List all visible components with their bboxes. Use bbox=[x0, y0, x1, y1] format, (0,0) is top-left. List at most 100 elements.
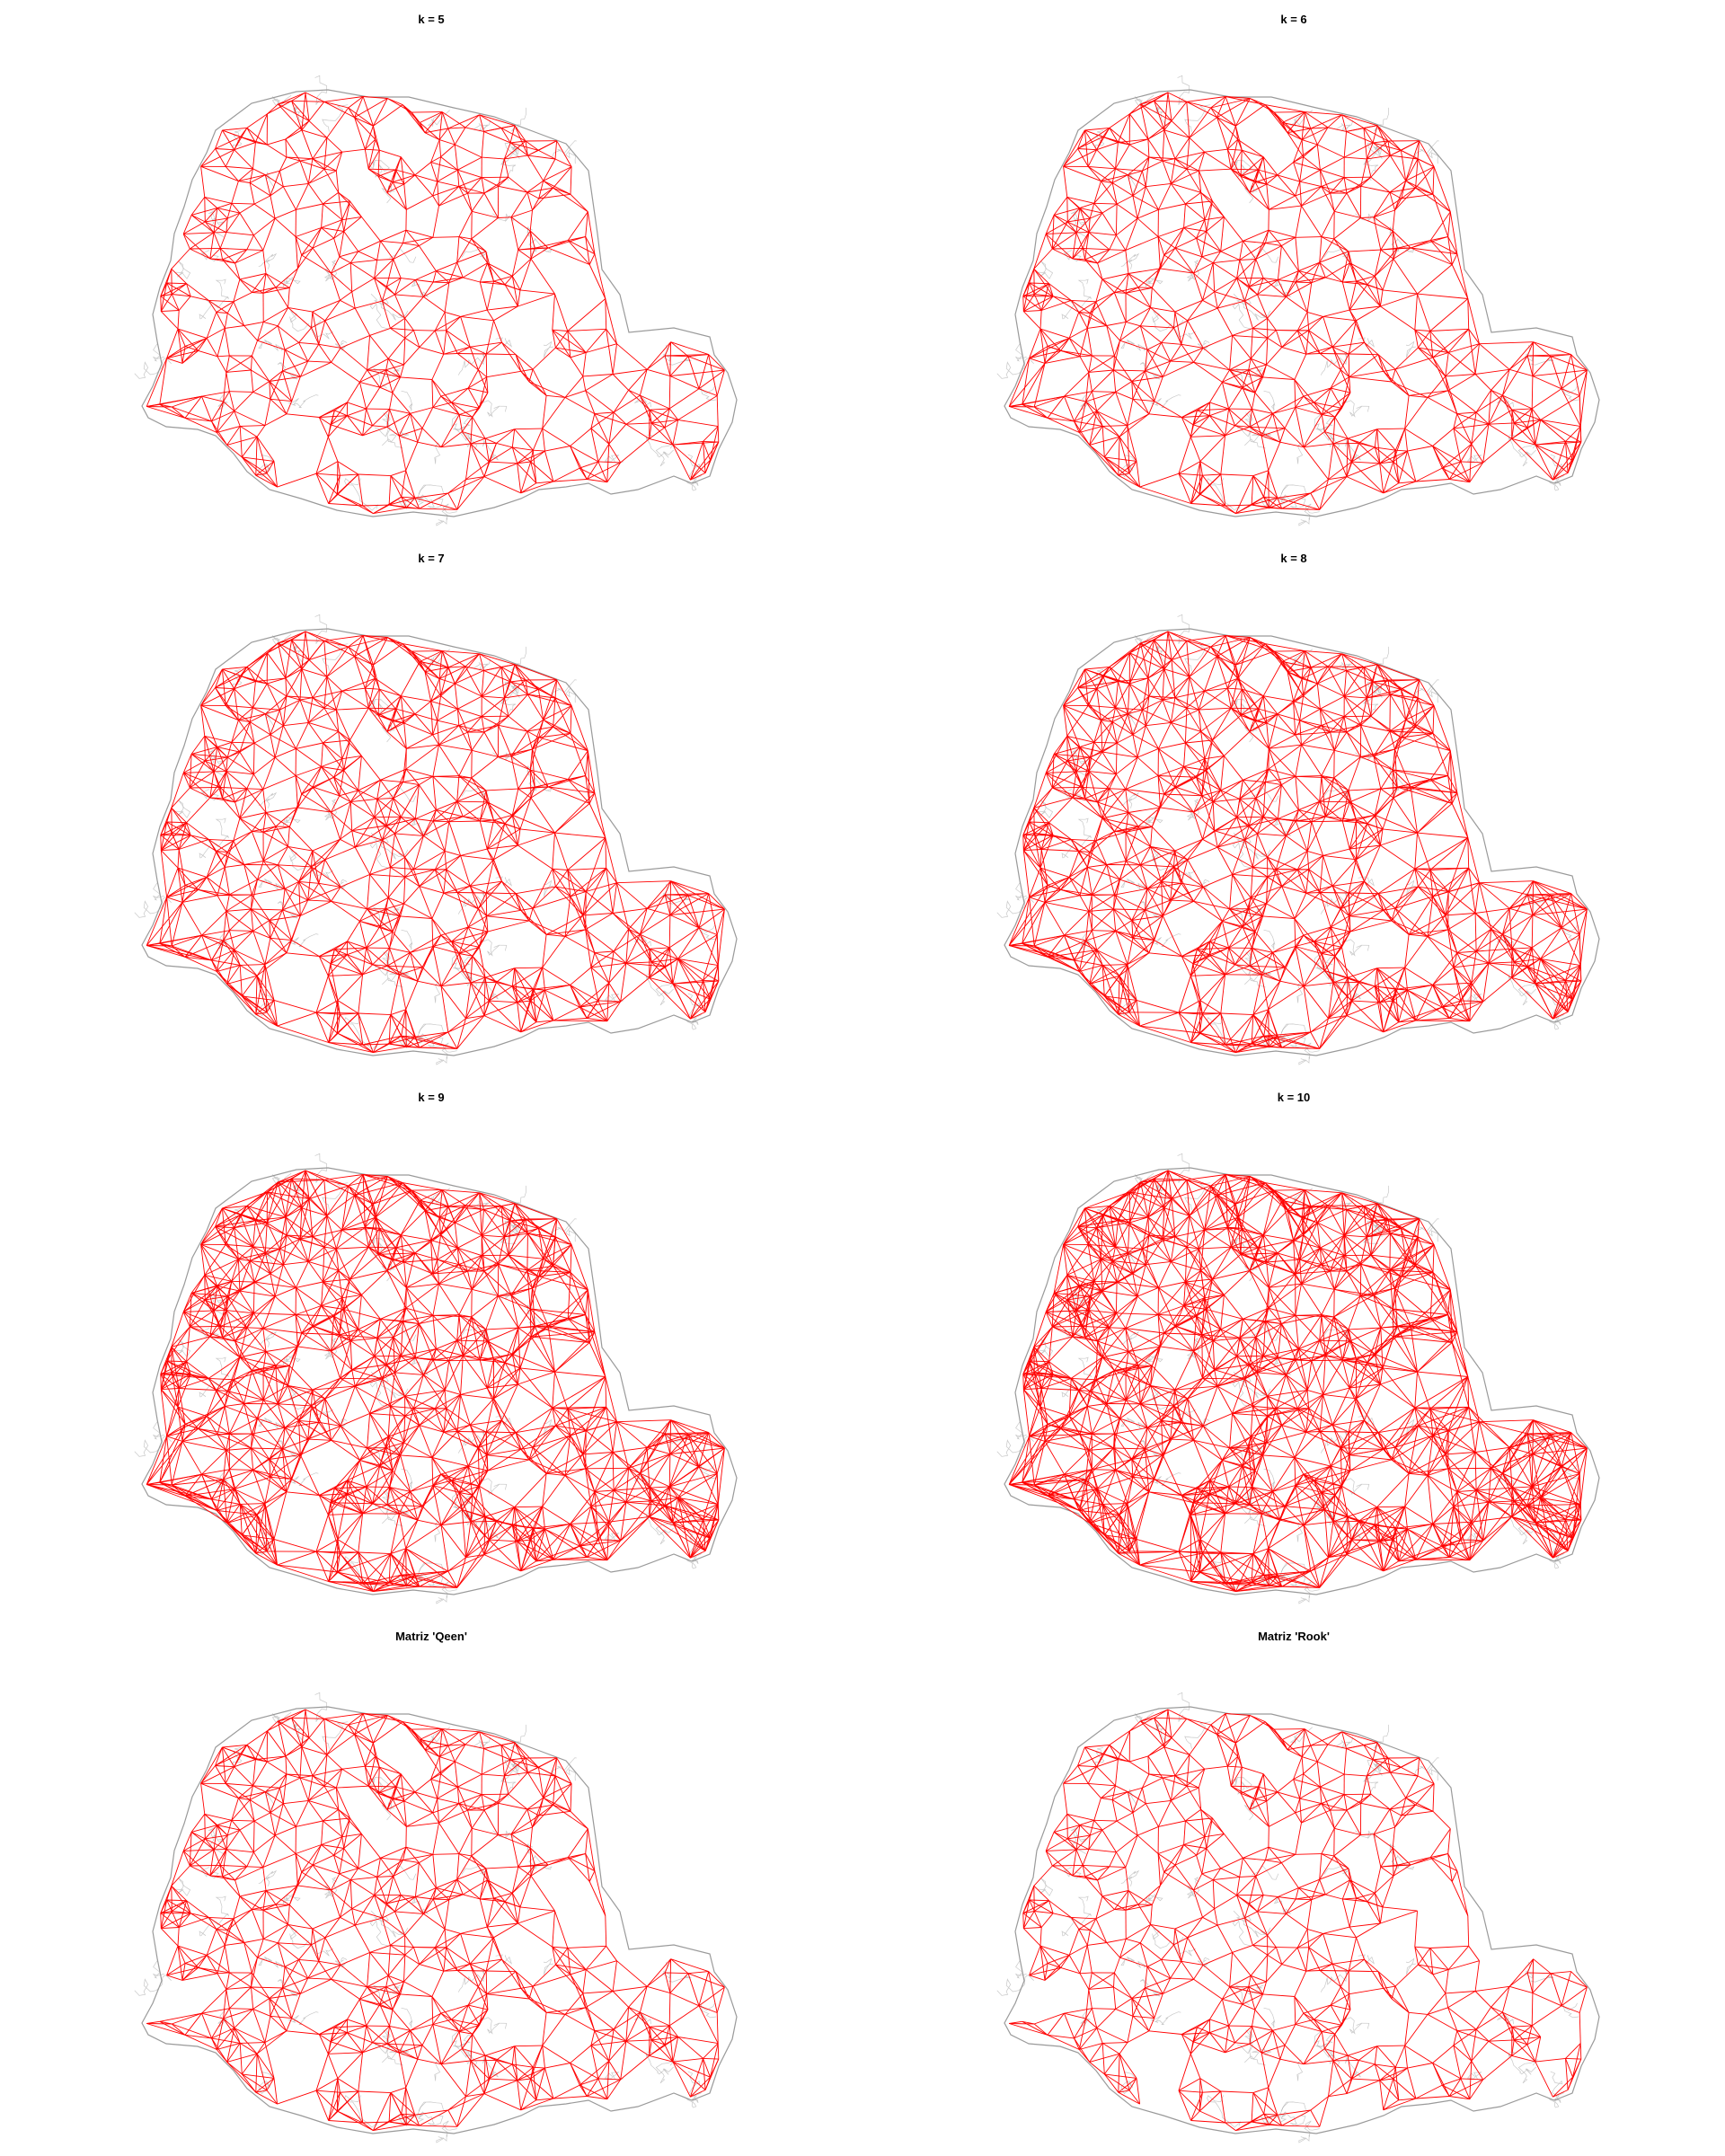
network-link bbox=[216, 851, 226, 868]
network-link bbox=[1308, 330, 1321, 354]
network-link bbox=[369, 866, 391, 875]
network-link bbox=[1185, 742, 1206, 760]
network-link bbox=[1295, 270, 1299, 283]
network-link bbox=[514, 968, 532, 1002]
network-link bbox=[1447, 929, 1458, 953]
network-link bbox=[240, 652, 268, 676]
network-link bbox=[1204, 216, 1225, 221]
network-link bbox=[225, 149, 235, 167]
network-link bbox=[498, 725, 512, 756]
network-link bbox=[567, 870, 584, 916]
network-link bbox=[1125, 307, 1151, 323]
network-link bbox=[1190, 437, 1201, 462]
network-link bbox=[1224, 731, 1251, 756]
network-link bbox=[223, 940, 235, 950]
network-link bbox=[389, 408, 411, 414]
network-link bbox=[1491, 389, 1513, 411]
network-link bbox=[341, 758, 345, 771]
network-link bbox=[242, 995, 275, 1001]
network-link bbox=[211, 959, 241, 966]
network-link bbox=[1137, 208, 1159, 219]
network-link bbox=[456, 775, 460, 802]
network-link bbox=[321, 227, 334, 239]
network-link bbox=[1324, 408, 1342, 432]
network-link bbox=[1277, 279, 1287, 297]
network-link bbox=[1214, 830, 1218, 848]
network-link bbox=[1261, 975, 1269, 1010]
network-link bbox=[1097, 789, 1126, 803]
network-link bbox=[270, 734, 296, 749]
network-link bbox=[243, 321, 264, 326]
network-link bbox=[451, 941, 463, 971]
network-link bbox=[1157, 722, 1172, 749]
network-link bbox=[440, 695, 458, 710]
network-link bbox=[400, 156, 405, 185]
network-link bbox=[246, 249, 263, 252]
network-link bbox=[440, 144, 456, 157]
network-link bbox=[1281, 236, 1296, 246]
network-link bbox=[1277, 713, 1296, 736]
network-link bbox=[546, 929, 586, 935]
network-link bbox=[358, 790, 377, 800]
network-link bbox=[239, 817, 264, 833]
network-link bbox=[1479, 343, 1510, 370]
network-link bbox=[508, 715, 528, 732]
network-link bbox=[448, 820, 481, 823]
network-link bbox=[358, 473, 364, 507]
municipal-boundaries bbox=[134, 614, 717, 1065]
network-link bbox=[1287, 671, 1318, 685]
network-link bbox=[431, 918, 452, 942]
network-link bbox=[1148, 695, 1175, 699]
network-link bbox=[458, 953, 463, 971]
network-link bbox=[1235, 507, 1269, 515]
network-link bbox=[1332, 885, 1349, 894]
network-link bbox=[1367, 155, 1391, 160]
network-link bbox=[1077, 681, 1119, 688]
network-link bbox=[1294, 379, 1305, 397]
network-link bbox=[335, 171, 340, 193]
network-link bbox=[216, 312, 228, 314]
network-link bbox=[318, 956, 329, 976]
network-link bbox=[1101, 720, 1113, 722]
network-link bbox=[278, 642, 310, 660]
network-link bbox=[347, 415, 363, 437]
network-link bbox=[256, 437, 268, 474]
network-link bbox=[527, 155, 556, 160]
network-link bbox=[1033, 808, 1035, 834]
network-link bbox=[1132, 398, 1150, 415]
network-link bbox=[1171, 659, 1176, 698]
network-link bbox=[533, 449, 545, 452]
network-link bbox=[377, 695, 402, 716]
network-link bbox=[389, 915, 402, 949]
network-link bbox=[1066, 197, 1091, 219]
network-link bbox=[401, 817, 416, 819]
network-link bbox=[1162, 160, 1172, 184]
network-link bbox=[463, 816, 481, 822]
network-link bbox=[677, 927, 700, 959]
network-link bbox=[1160, 247, 1176, 270]
network-link bbox=[386, 731, 407, 749]
network-link bbox=[1127, 425, 1137, 462]
network-link bbox=[456, 262, 464, 278]
network-link bbox=[538, 187, 553, 199]
network-link bbox=[1343, 716, 1348, 733]
network-link bbox=[382, 294, 395, 302]
network-link bbox=[351, 278, 375, 293]
network-link bbox=[1075, 771, 1084, 788]
network-link bbox=[394, 833, 406, 858]
network-link bbox=[1565, 965, 1581, 981]
network-link bbox=[1389, 187, 1416, 193]
network-link bbox=[184, 934, 202, 958]
network-link bbox=[226, 232, 254, 236]
network-link bbox=[454, 144, 458, 171]
network-link bbox=[1301, 744, 1322, 776]
network-link bbox=[484, 976, 513, 987]
network-link bbox=[1401, 193, 1434, 199]
network-link bbox=[1189, 676, 1206, 692]
network-link bbox=[348, 107, 355, 118]
network-link bbox=[470, 880, 502, 887]
network-link bbox=[456, 892, 479, 910]
network-link bbox=[146, 945, 212, 961]
network-link bbox=[1570, 354, 1588, 371]
network-link bbox=[1199, 475, 1203, 495]
